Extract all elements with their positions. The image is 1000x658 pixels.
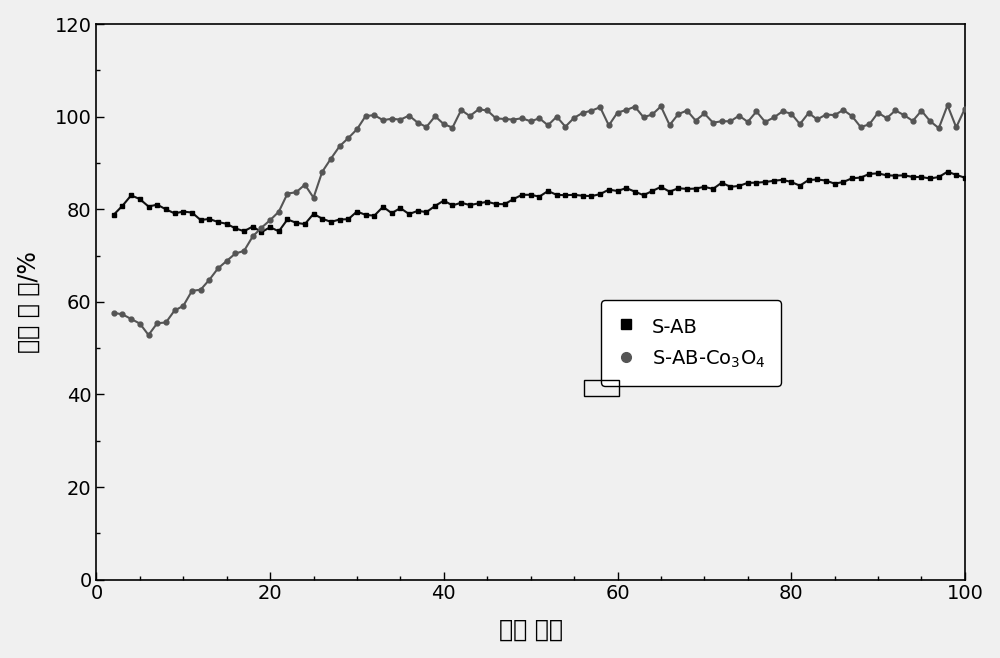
Legend: S-AB, S-AB-Co$_3$O$_4$: S-AB, S-AB-Co$_3$O$_4$ bbox=[601, 301, 781, 386]
Y-axis label: 库伦 效 率/%: 库伦 效 率/% bbox=[17, 251, 41, 353]
X-axis label: 循环 次数: 循环 次数 bbox=[499, 617, 563, 642]
